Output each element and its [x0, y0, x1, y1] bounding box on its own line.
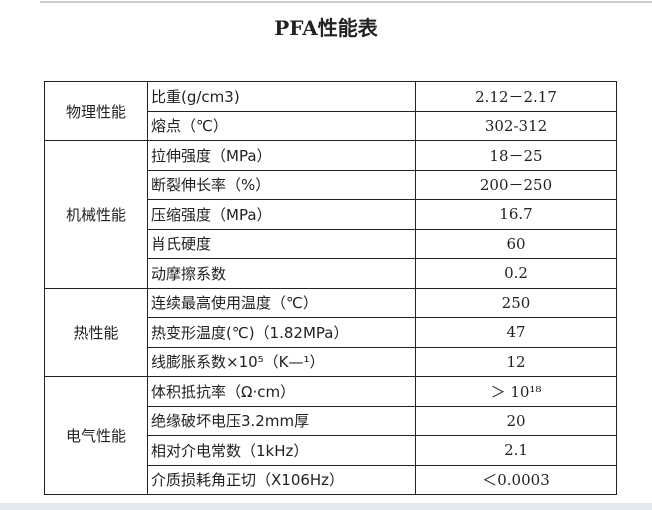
property-cell: 体积抵抗率（Ω·cm） [147, 376, 416, 407]
table-row: 相对介电常数（1kHz） 2.1 [45, 435, 617, 466]
category-cell: 热性能 [44, 287, 148, 377]
table-row: 熔点（℃） 302-312 [45, 110, 617, 141]
value-cell: 302-312 [415, 110, 617, 141]
property-cell: 相对介电常数（1kHz） [147, 435, 416, 466]
property-cell: 动摩擦系数 [147, 258, 416, 289]
top-divider [40, 1, 652, 3]
value-cell: 18－25 [415, 140, 617, 171]
table-row: 机械性能 拉伸强度（MPa） 18－25 [44, 140, 617, 289]
property-cell: 线膨胀系数×10⁵（K—¹） [147, 346, 416, 377]
value-cell: 60 [415, 228, 617, 259]
table-row: 热性能 连续最高使用温度（℃） 250 [44, 287, 617, 377]
property-cell: 拉伸强度（MPa） [147, 140, 416, 171]
table-row: 热变形温度(℃)（1.82MPa） 47 [45, 317, 617, 348]
table-row: 断裂伸长率（%） 200－250 [45, 169, 617, 200]
table-row: 绝缘破坏电压3.2mm厚 20 [45, 405, 617, 436]
page-title: PFA性能表 [274, 16, 378, 40]
table-row: 物理性能 比重(g/cm3) 2.12－2.17 [44, 81, 617, 141]
property-cell: 比重(g/cm3) [147, 81, 416, 112]
property-cell: 断裂伸长率（%） [147, 169, 416, 200]
value-cell: ＜0.0003 [415, 464, 617, 495]
category-cell: 物理性能 [44, 81, 148, 141]
table-row: 动摩擦系数 0.2 [45, 258, 617, 289]
property-cell: 连续最高使用温度（℃） [147, 287, 416, 318]
category-cell: 机械性能 [44, 140, 148, 289]
value-cell: ＞ 10¹⁸ [415, 376, 617, 407]
value-cell: 0.2 [415, 258, 617, 289]
value-cell: 2.1 [415, 435, 617, 466]
value-cell: 12 [415, 346, 617, 377]
bottom-bar [0, 503, 652, 510]
value-cell: 2.12－2.17 [415, 81, 617, 112]
property-cell: 压缩强度（MPa） [147, 199, 416, 230]
table-row: 线膨胀系数×10⁵（K—¹） 12 [45, 346, 617, 377]
category-cell: 电气性能 [44, 376, 148, 495]
property-cell: 介质损耗角正切（X106Hz） [147, 464, 416, 495]
property-cell: 热变形温度(℃)（1.82MPa） [147, 317, 416, 348]
value-cell: 20 [415, 405, 617, 436]
property-cell: 熔点（℃） [147, 110, 416, 141]
value-cell: 47 [415, 317, 617, 348]
properties-table: 物理性能 比重(g/cm3) 2.12－2.17 熔点（℃） 302-312 机械性能 拉伸… [44, 81, 617, 495]
table-row: 肖氏硬度 60 [45, 228, 617, 259]
value-cell: 200－250 [415, 169, 617, 200]
value-cell: 16.7 [415, 199, 617, 230]
value-cell: 250 [415, 287, 617, 318]
table-row: 电气性能 体积抵抗率（Ω·cm）＞ 10¹⁸ [44, 376, 617, 495]
table-row: 介质损耗角正切（X106Hz） ＜0.0003 [45, 464, 617, 495]
table-row: 压缩强度（MPa） 16.7 [45, 199, 617, 230]
property-cell: 绝缘破坏电压3.2mm厚 [147, 405, 416, 436]
property-cell: 肖氏硬度 [147, 228, 416, 259]
